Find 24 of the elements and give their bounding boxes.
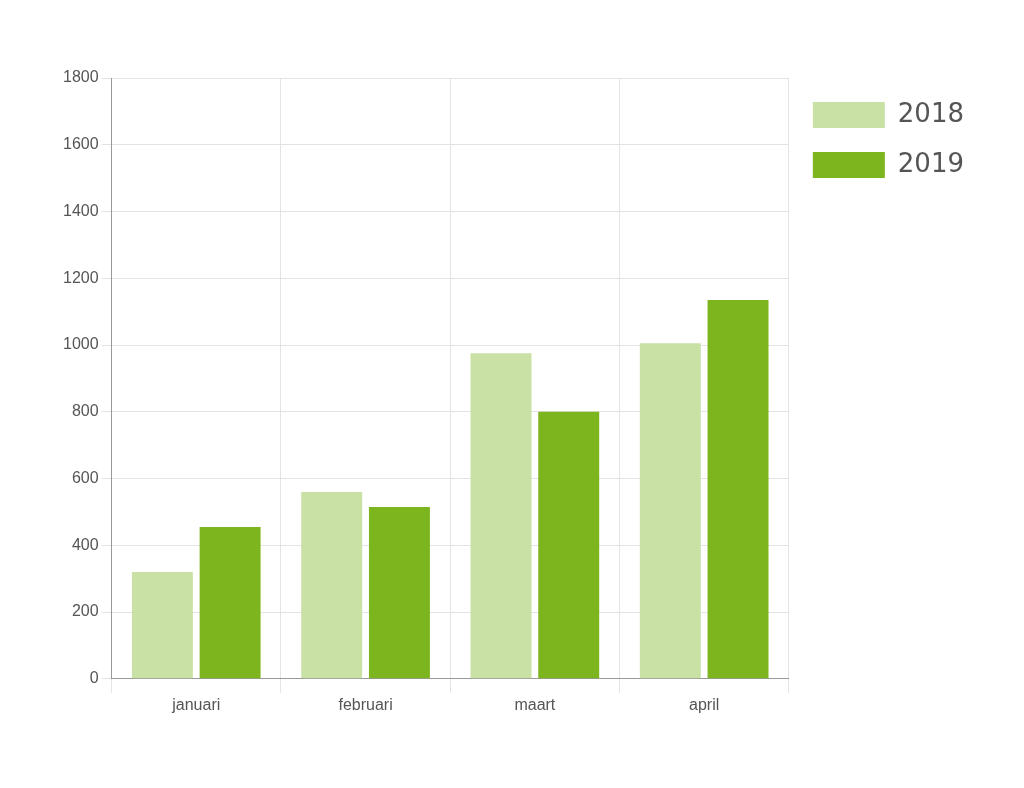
x-tick-label: februari [338,695,393,713]
x-tick-label: januari [171,695,221,713]
y-tick-label: 0 [89,669,99,687]
y-tick-label: 1800 [63,68,99,86]
y-tick-label: 1000 [63,335,99,353]
bar [199,526,261,679]
bar [368,506,430,679]
y-tick-label: 1400 [63,201,99,219]
bar [639,343,701,679]
bar [538,411,600,679]
bar [301,491,363,679]
y-tick-label: 1200 [63,268,99,286]
x-tick-label: april [689,695,720,713]
bar [470,353,532,679]
legend-label: 2018 [897,97,964,128]
y-tick-label: 200 [71,602,99,620]
y-tick-label: 400 [71,535,99,553]
bar [131,571,193,679]
y-tick-label: 1600 [63,135,99,153]
y-tick-label: 800 [71,402,99,420]
bar [707,299,769,679]
legend-label: 2019 [897,147,964,178]
x-tick-label: maart [514,695,556,713]
y-tick-label: 600 [71,468,99,486]
